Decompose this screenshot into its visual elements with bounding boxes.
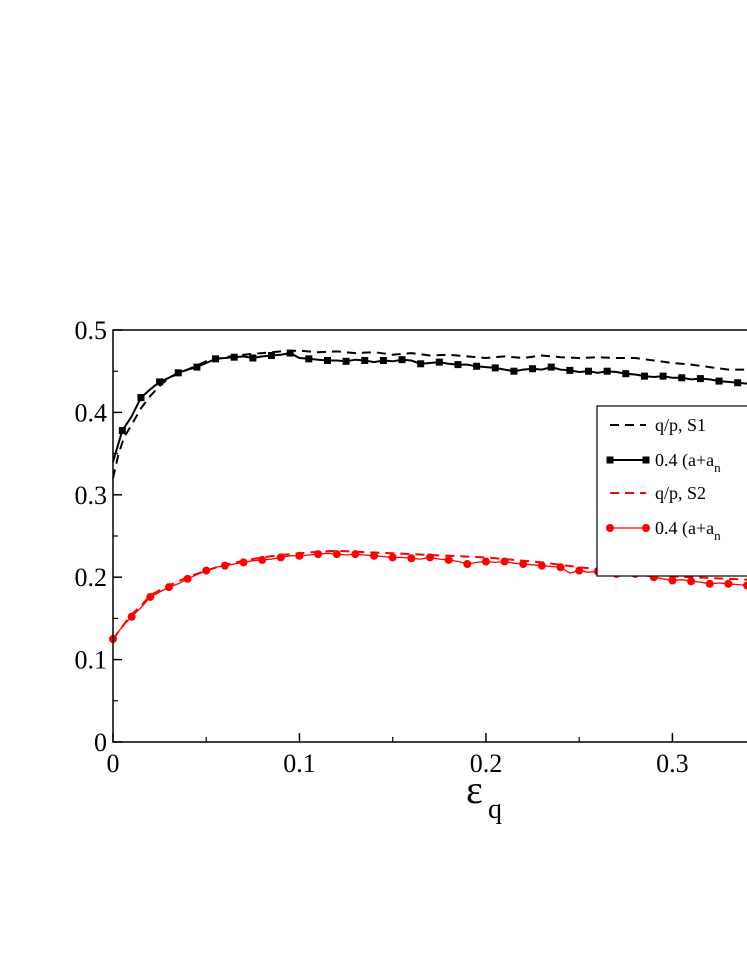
data-point (510, 367, 518, 375)
data-point (743, 581, 747, 590)
legend-marker (642, 524, 650, 532)
data-point (537, 561, 546, 570)
legend-marker (642, 456, 650, 464)
data-point (323, 356, 331, 364)
data-point (127, 612, 136, 621)
y-tick-label: 0.1 (75, 646, 108, 675)
data-point (473, 362, 481, 370)
data-point (295, 551, 304, 560)
data-point (379, 356, 387, 364)
x-axis-title-sub: q (488, 794, 502, 825)
data-point (435, 358, 443, 366)
y-tick-label: 0.2 (75, 563, 108, 592)
legend-label: q/p, S1 (655, 415, 706, 435)
data-point (156, 378, 164, 386)
data-point (715, 377, 723, 385)
axis-ticks: 0 0.1 0.2 0.3 0.4 0.5 0 0.1 0.2 0.3 (75, 316, 689, 778)
data-point (603, 367, 611, 375)
data-point (734, 379, 742, 387)
data-point (314, 550, 323, 559)
data-point (687, 577, 696, 586)
data-point (696, 375, 704, 383)
data-point (724, 579, 733, 588)
y-tick-label: 0.4 (75, 398, 108, 427)
legend-marker (606, 456, 614, 464)
legend-item: q/p, S2 (610, 483, 706, 503)
x-axis-title: ε q (466, 767, 502, 825)
data-point (342, 357, 350, 365)
data-point (454, 361, 462, 369)
data-point (407, 554, 416, 563)
x-tick-label: 0.2 (470, 749, 503, 778)
data-point (622, 370, 630, 378)
data-point (268, 352, 275, 360)
x-tick-label: 0.3 (656, 749, 689, 778)
data-point (529, 365, 537, 373)
legend-marker (606, 524, 614, 532)
data-point (286, 349, 294, 357)
data-point (239, 558, 248, 567)
y-tick-label: 0.3 (75, 481, 108, 510)
data-point (276, 553, 285, 562)
data-point (519, 560, 528, 569)
data-point (332, 550, 341, 559)
data-point (370, 551, 379, 560)
data-point (212, 355, 220, 363)
legend-box (596, 405, 747, 577)
y-tick-label: 0.5 (75, 316, 108, 345)
data-point (547, 363, 555, 371)
data-point (668, 576, 677, 585)
data-point (678, 374, 686, 382)
data-point (444, 555, 453, 564)
plot-frame (112, 329, 747, 743)
x-tick-label: 0.1 (283, 749, 316, 778)
data-point (659, 372, 667, 380)
data-point (351, 550, 360, 559)
data-point (388, 553, 397, 562)
x-axis-title-main: ε (466, 767, 483, 812)
data-point (361, 356, 369, 364)
data-point (258, 555, 267, 564)
series-2 (112, 349, 747, 463)
data-point (417, 360, 425, 368)
data-point (183, 574, 192, 583)
data-point (575, 566, 584, 575)
data-point (491, 364, 499, 372)
data-point (463, 560, 472, 569)
data-point (202, 566, 211, 575)
data-point (566, 366, 574, 374)
data-point (146, 592, 155, 601)
data-point (640, 372, 648, 380)
data-point (500, 557, 509, 566)
legend-item: q/p, S1 (610, 415, 706, 435)
data-point (556, 563, 565, 572)
data-point (193, 363, 201, 371)
data-point (249, 354, 257, 362)
data-point (220, 561, 229, 570)
x-tick-label: 0 (107, 749, 120, 778)
data-point (305, 355, 313, 363)
data-point (118, 427, 126, 435)
data-point (705, 579, 714, 588)
data-point (137, 394, 145, 402)
data-point (230, 353, 238, 361)
legend: q/p, S10.4 (a+anq/p, S20.4 (a+an (596, 405, 747, 577)
data-point (398, 356, 406, 364)
data-point (164, 583, 173, 592)
legend-label: q/p, S2 (655, 483, 706, 503)
data-point (174, 369, 182, 377)
data-point (426, 553, 434, 562)
data-point (481, 557, 490, 566)
data-point (585, 367, 592, 375)
y-tick-label: 0 (94, 728, 107, 757)
